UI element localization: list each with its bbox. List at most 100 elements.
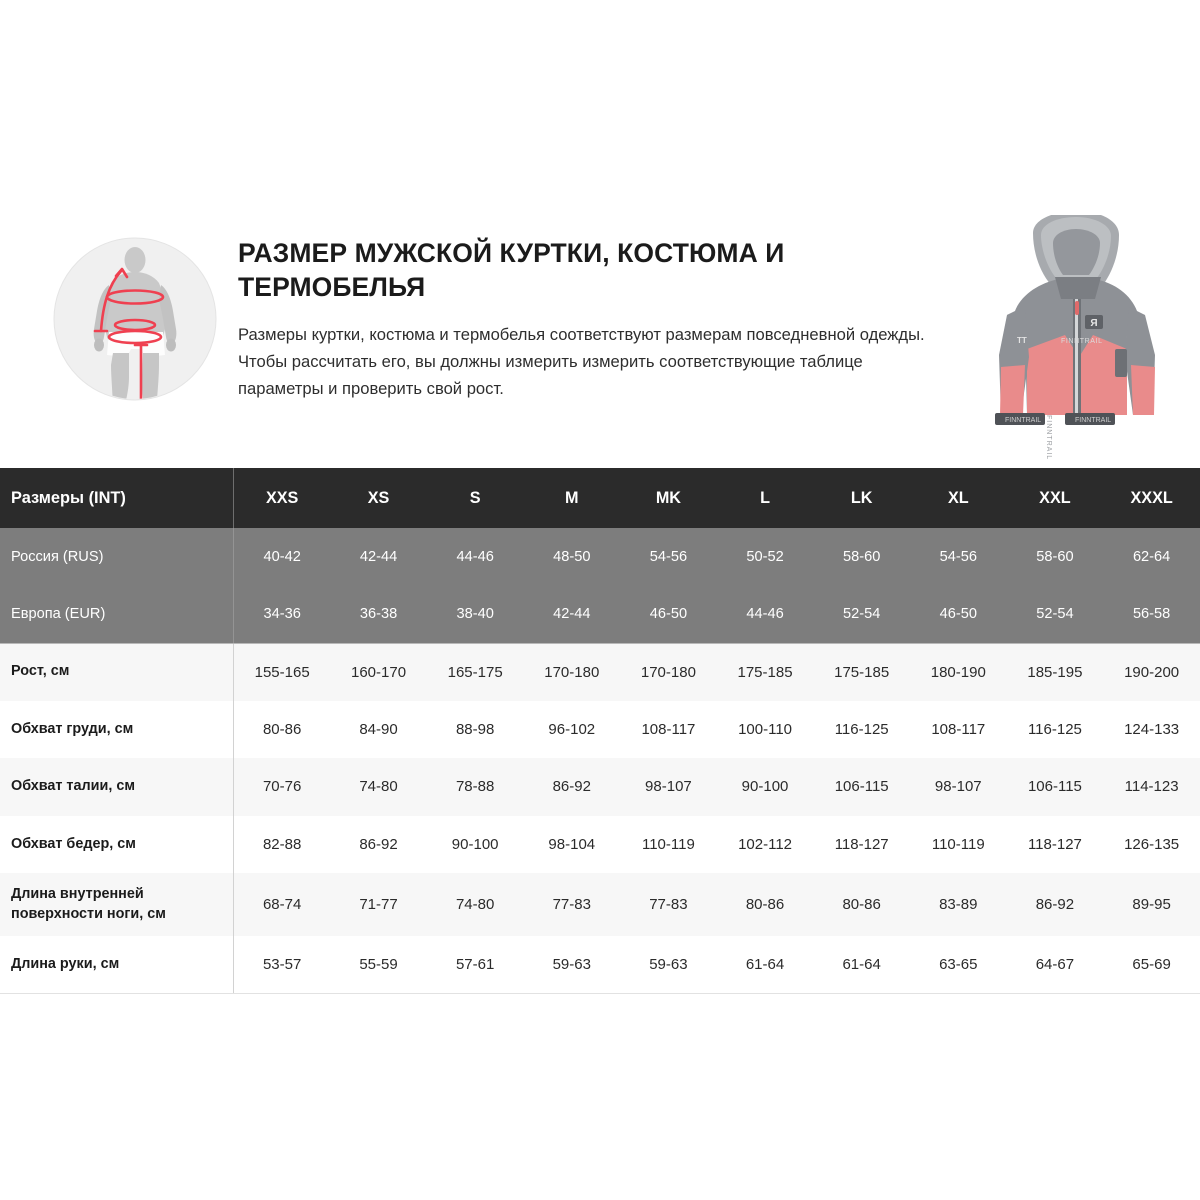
cell: 55-59 [330, 936, 427, 994]
cell: 53-57 [233, 936, 331, 994]
cell: 90-100 [426, 815, 524, 873]
cell: 98-107 [909, 758, 1007, 816]
cell: 86-92 [1006, 873, 1104, 936]
cell: 155-165 [233, 643, 331, 701]
cell: 170-180 [620, 643, 717, 701]
cell: 54-56 [909, 528, 1007, 586]
cell: 77-83 [523, 873, 621, 936]
svg-text:FINNTRAIL: FINNTRAIL [1045, 415, 1052, 460]
cell: 96-102 [523, 700, 621, 758]
cell: 102-112 [716, 815, 814, 873]
cell: 59-63 [620, 936, 717, 994]
column-header-m: M [523, 468, 621, 528]
cell: 42-44 [523, 585, 621, 644]
cell: 110-119 [620, 815, 717, 873]
cell: 118-127 [1006, 815, 1104, 873]
cell: 70-76 [233, 758, 331, 816]
cell: 40-42 [233, 528, 331, 586]
cell: 56-58 [1103, 585, 1200, 644]
column-header-s: S [426, 468, 524, 528]
cell: 180-190 [909, 643, 1007, 701]
cell: 114-123 [1103, 758, 1200, 816]
cell: 61-64 [716, 936, 814, 994]
cell: 89-95 [1103, 873, 1200, 936]
cell: 86-92 [523, 758, 621, 816]
size-chart-table: Размеры (INT) XXS XS S M MK L LK XL XXL … [0, 468, 1200, 994]
cell: 44-46 [426, 528, 524, 586]
row-label-arm-length: Длина руки, см [0, 936, 235, 994]
column-header-xxxl: XXXL [1103, 468, 1200, 528]
cell: 86-92 [330, 815, 427, 873]
cell: 118-127 [813, 815, 910, 873]
row-label-chest: Обхват груди, см [0, 700, 235, 758]
cell: 190-200 [1103, 643, 1200, 701]
mens-fishing-jacket-photo: Я ΤΤ FINNTRAIL FINNTRAIL FINNTRAIL FINNT… [955, 215, 1200, 468]
row-label-height: Рост, см [0, 643, 235, 701]
cell: 58-60 [813, 528, 910, 586]
cell: 78-88 [426, 758, 524, 816]
cell: 57-61 [426, 936, 524, 994]
table-row: Обхват бедер, см 82-88 86-92 90-100 98-1… [0, 815, 1200, 873]
svg-text:Я: Я [1090, 318, 1097, 329]
cell: 58-60 [1006, 528, 1104, 586]
hero-text-block: РАЗМЕР МУЖСКОЙ КУРТКИ, КОСТЮМА И ТЕРМОБЕ… [238, 237, 928, 402]
page-description: Размеры куртки, костюма и термобелья соо… [238, 324, 925, 398]
cell: 52-54 [1006, 585, 1104, 644]
cell: 46-50 [620, 585, 717, 644]
cell: 106-115 [813, 758, 910, 816]
row-label-hips: Обхват бедер, см [0, 815, 235, 873]
cell: 38-40 [426, 585, 524, 644]
cell: 36-38 [330, 585, 427, 644]
cell: 80-86 [233, 700, 331, 758]
svg-text:ΤΤ: ΤΤ [1017, 336, 1027, 345]
cell: 48-50 [523, 528, 621, 586]
cell: 82-88 [233, 815, 331, 873]
cell: 185-195 [1006, 643, 1104, 701]
column-header-xxl: XXL [1006, 468, 1104, 528]
cell: 170-180 [523, 643, 621, 701]
svg-text:FINNTRAIL: FINNTRAIL [1061, 338, 1103, 345]
svg-text:FINNTRAIL: FINNTRAIL [1005, 417, 1041, 424]
cell: 175-185 [716, 643, 814, 701]
column-header-xxs: XXS [233, 468, 331, 528]
table-header-row: Размеры (INT) XXS XS S M MK L LK XL XXL … [0, 468, 1200, 528]
column-header-xl: XL [909, 468, 1007, 528]
cell: 165-175 [426, 643, 524, 701]
cell: 124-133 [1103, 700, 1200, 758]
column-header-int-sizes: Размеры (INT) [0, 468, 235, 528]
column-header-lk: LK [813, 468, 910, 528]
cell: 46-50 [909, 585, 1007, 644]
cell: 98-104 [523, 815, 621, 873]
cell: 100-110 [716, 700, 814, 758]
body-measurement-icon [53, 237, 217, 401]
cell: 98-107 [620, 758, 717, 816]
table-row: Рост, см 155-165 160-170 165-175 170-180… [0, 643, 1200, 701]
cell: 50-52 [716, 528, 814, 586]
svg-text:FINNTRAIL: FINNTRAIL [1075, 417, 1111, 424]
cell: 175-185 [813, 643, 910, 701]
hero-section: РАЗМЕР МУЖСКОЙ КУРТКИ, КОСТЮМА И ТЕРМОБЕ… [0, 215, 1200, 468]
cell: 106-115 [1006, 758, 1104, 816]
cell: 68-74 [233, 873, 331, 936]
row-label-waist: Обхват талии, см [0, 758, 235, 816]
cell: 71-77 [330, 873, 427, 936]
table-row: Длина внутренней поверхности ноги, см 68… [0, 873, 1200, 936]
cell: 116-125 [813, 700, 910, 758]
cell: 77-83 [620, 873, 717, 936]
cell: 54-56 [620, 528, 717, 586]
table-row: Обхват груди, см 80-86 84-90 88-98 96-10… [0, 700, 1200, 758]
cell: 80-86 [716, 873, 814, 936]
cell: 59-63 [523, 936, 621, 994]
cell: 90-100 [716, 758, 814, 816]
cell: 52-54 [813, 585, 910, 644]
column-header-l: L [716, 468, 814, 528]
cell: 62-64 [1103, 528, 1200, 586]
column-header-xs: XS [330, 468, 427, 528]
cell: 42-44 [330, 528, 427, 586]
cell: 64-67 [1006, 936, 1104, 994]
cell: 34-36 [233, 585, 331, 644]
row-label-inseam: Длина внутренней поверхности ноги, см [0, 873, 235, 936]
cell: 80-86 [813, 873, 910, 936]
row-label-eur: Европа (EUR) [0, 585, 235, 644]
